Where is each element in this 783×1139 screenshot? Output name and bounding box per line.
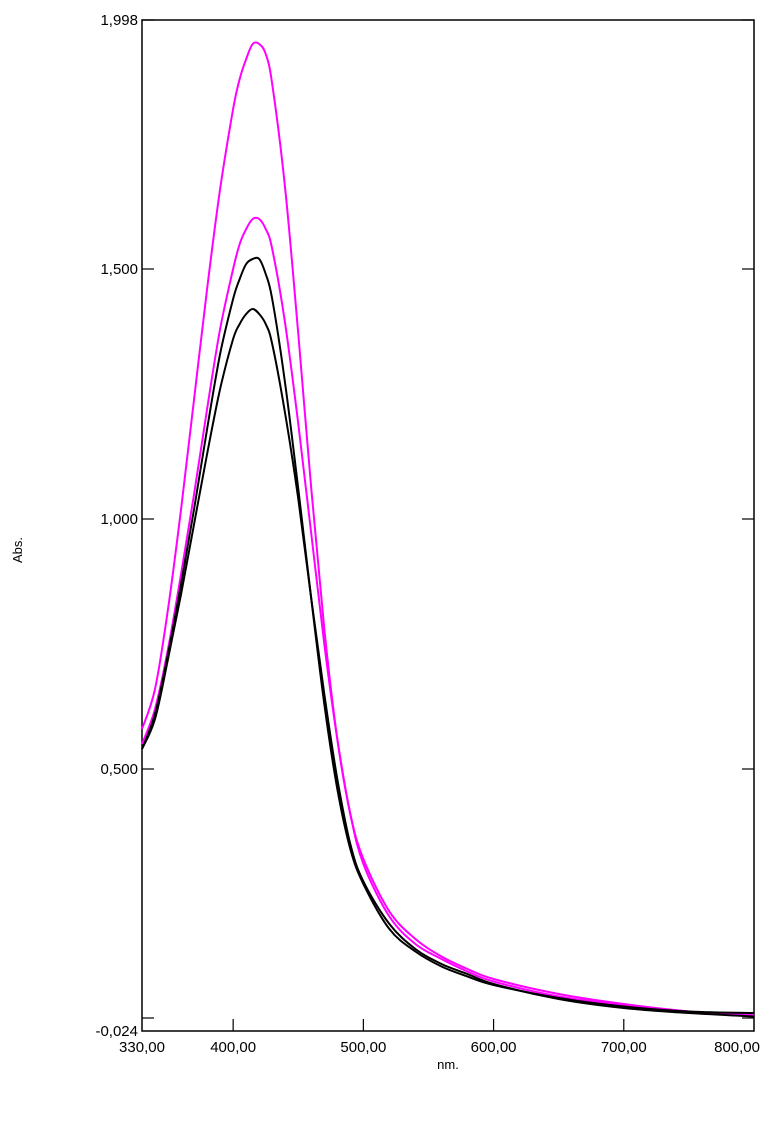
series-line-1	[141, 41, 755, 1018]
y-tick-label: 1,000	[100, 511, 138, 528]
y-tick-label: 1,998	[100, 12, 138, 29]
x-tick-label: 330,00	[119, 1039, 165, 1056]
x-tick-label: 800,00	[714, 1039, 760, 1056]
y-tick-label: 0,500	[100, 761, 138, 778]
x-tick-label: 700,00	[601, 1039, 647, 1056]
x-axis-ticks: 330,00 400,00 500,00 600,00 700,00 800,00	[119, 1019, 760, 1056]
y-axis-title: Abs.	[10, 537, 25, 563]
x-tick-label: 500,00	[340, 1039, 386, 1056]
series-layer	[141, 41, 755, 1018]
x-tick-label: 400,00	[210, 1039, 256, 1056]
y-tick-label: -0,024	[95, 1023, 138, 1040]
y-tick-label: 1,500	[100, 261, 138, 278]
series-line-2	[141, 216, 755, 1016]
series-line-4	[141, 308, 755, 1018]
x-tick-label: 600,00	[471, 1039, 517, 1056]
plot-frame	[141, 19, 755, 1032]
x-axis-title: nm.	[437, 1057, 459, 1072]
series-line-3	[141, 256, 755, 1014]
y-axis-ticks: -0,024 0,500 1,000 1,500 1,998	[95, 12, 754, 1040]
